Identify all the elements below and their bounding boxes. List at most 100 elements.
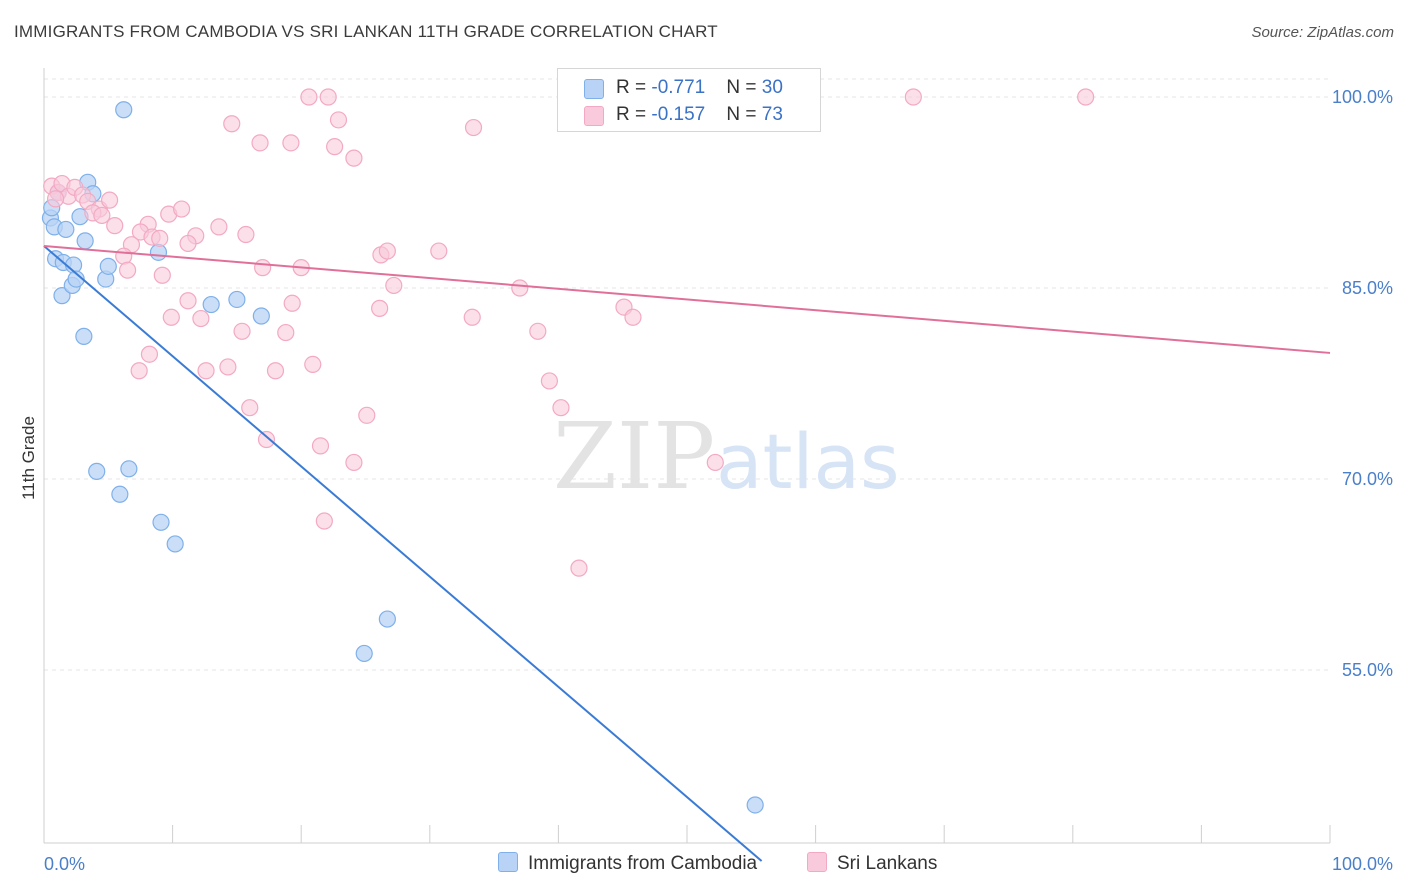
point-cambodia	[355, 644, 373, 663]
point-srilankans	[540, 372, 558, 390]
point-srilankans	[151, 229, 169, 247]
source-label: Source: ZipAtlas.com	[1251, 24, 1394, 41]
point-srilankans	[241, 399, 259, 417]
point-srilankans	[1077, 88, 1095, 106]
n-value: 73	[761, 104, 783, 125]
point-cambodia	[111, 485, 129, 503]
point-cambodia	[152, 513, 170, 531]
point-srilankans	[378, 242, 396, 260]
trend-lines	[43, 244, 1331, 862]
point-srilankans	[100, 191, 119, 209]
tick-labels: 55.0% 70.0% 85.0% 100.0% 0.0% 100.0%	[44, 87, 1393, 874]
point-srilankans	[162, 308, 180, 326]
data-points	[41, 88, 1095, 814]
point-cambodia	[166, 535, 184, 553]
point-srilankans	[106, 217, 124, 235]
point-srilankans	[345, 149, 363, 167]
legend-label-srilankans: Sri Lankans	[837, 853, 938, 874]
point-srilankans	[179, 292, 197, 310]
legend-swatch-cambodia	[584, 79, 604, 99]
point-srilankans	[283, 294, 301, 312]
point-srilankans	[371, 299, 389, 317]
point-cambodia	[378, 610, 396, 628]
r-value: -0.157	[651, 104, 706, 125]
point-cambodia	[202, 295, 220, 314]
point-cambodia	[228, 290, 246, 309]
point-srilankans	[233, 322, 251, 340]
chart-title: IMMIGRANTS FROM CAMBODIA VS SRI LANKAN 1…	[14, 22, 718, 41]
point-cambodia	[120, 460, 138, 478]
point-srilankans	[282, 134, 300, 152]
point-cambodia	[99, 257, 117, 275]
watermark-atlas: atlas	[716, 417, 900, 506]
point-srilankans	[904, 88, 922, 106]
point-srilankans	[624, 308, 642, 326]
point-srilankans	[46, 190, 65, 208]
x-tick-label: 100.0%	[1332, 854, 1393, 874]
point-srilankans	[153, 266, 171, 284]
point-srilankans	[251, 134, 269, 152]
point-srilankans	[329, 111, 348, 129]
y-tick-label: 85.0%	[1342, 278, 1393, 298]
point-cambodia	[88, 462, 106, 480]
watermark-zip: ZIP	[553, 403, 715, 510]
y-tick-label: 70.0%	[1342, 469, 1393, 489]
n-value: 30	[761, 77, 783, 98]
point-srilankans	[430, 242, 448, 260]
legend-swatch-srilankans	[584, 106, 604, 126]
point-srilankans	[179, 234, 197, 253]
legend-label-cambodia: Immigrants from Cambodia	[528, 853, 758, 874]
axes	[43, 68, 1331, 844]
y-tick-label: 55.0%	[1342, 660, 1393, 680]
point-cambodia	[76, 232, 94, 250]
point-srilankans	[463, 308, 481, 326]
point-srilankans	[173, 200, 191, 218]
point-srilankans	[385, 276, 403, 295]
point-srilankans	[304, 355, 322, 373]
point-cambodia	[115, 101, 133, 119]
legend-item-srilankans: Sri Lankans	[807, 852, 937, 875]
point-cambodia	[53, 287, 71, 305]
point-srilankans	[257, 430, 276, 449]
point-srilankans	[326, 138, 344, 156]
legend-item-cambodia: Immigrants from Cambodia	[498, 852, 757, 875]
r-value: -0.771	[651, 77, 706, 98]
legend-swatch-cambodia	[498, 852, 518, 872]
y-tick-label: 100.0%	[1332, 87, 1393, 107]
point-srilankans	[345, 453, 363, 472]
trend-line-cambodia	[43, 245, 763, 862]
point-srilankans	[93, 206, 111, 225]
point-srilankans	[511, 279, 529, 297]
r-label: R =	[616, 77, 652, 98]
point-srilankans	[197, 362, 215, 380]
point-srilankans	[311, 437, 330, 455]
point-srilankans	[192, 309, 210, 328]
point-srilankans	[358, 406, 376, 424]
point-srilankans	[254, 259, 272, 277]
r-label: R =	[616, 104, 652, 125]
point-srilankans	[266, 362, 285, 380]
x-tick-label: 0.0%	[44, 854, 85, 874]
n-label: N =	[726, 104, 762, 125]
y-axis-label: 11th Grade	[19, 416, 38, 500]
n-label: N =	[726, 77, 762, 98]
point-srilankans	[277, 323, 295, 342]
point-srilankans	[140, 345, 159, 363]
point-srilankans	[464, 118, 483, 137]
point-srilankans	[529, 322, 547, 340]
series-legend: Immigrants from Cambodia Sri Lankans	[0, 852, 1406, 878]
point-srilankans	[315, 512, 333, 530]
watermark: ZIP atlas	[553, 403, 900, 510]
point-srilankans	[570, 559, 588, 577]
point-srilankans	[237, 225, 255, 244]
point-srilankans	[130, 362, 148, 380]
stats-legend: R = -0.771 N = 30 R = -0.157 N = 73	[557, 68, 821, 132]
point-srilankans	[706, 453, 724, 472]
point-cambodia	[746, 796, 764, 814]
point-srilankans	[300, 88, 318, 106]
trend-line-srilankans	[43, 244, 1331, 354]
grid-lines	[44, 78, 1330, 671]
point-srilankans	[118, 261, 137, 279]
point-srilankans	[319, 88, 337, 106]
